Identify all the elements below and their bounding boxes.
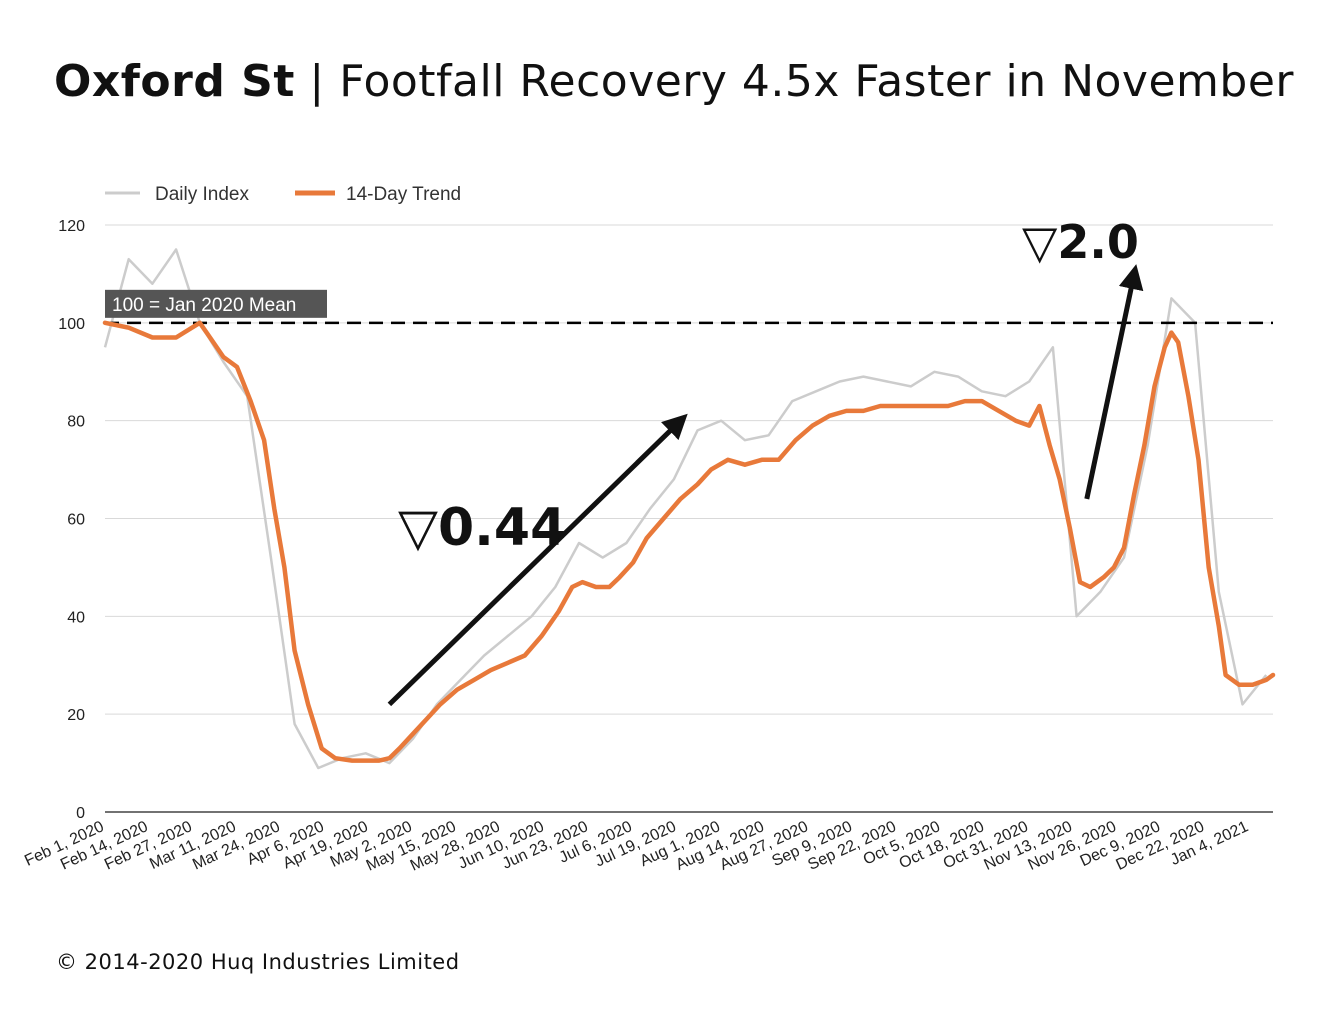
- reference-label-bg: [105, 289, 327, 318]
- legend-label-trend: 14-Day Trend: [346, 184, 461, 205]
- series-14-day-trend: [102, 320, 1276, 763]
- title-bold: Oxford St: [54, 56, 295, 107]
- reference-label: 100 = Jan 2020 Mean: [112, 295, 296, 316]
- y-tick-label: 60: [67, 512, 85, 529]
- legend-label-daily: Daily Index: [155, 184, 249, 205]
- annotation-arrow: [387, 413, 688, 707]
- y-tick-label: 40: [67, 609, 85, 626]
- y-tick-label: 0: [76, 805, 85, 822]
- title-rest: | Footfall Recovery 4.5x Faster in Novem…: [294, 56, 1294, 107]
- copyright-footer: © 2014-2020 Huq Industries Limited: [56, 950, 460, 974]
- y-tick-label: 80: [67, 414, 85, 431]
- annotation-label: ▽0.44: [398, 498, 566, 558]
- y-tick-label: 20: [67, 707, 85, 724]
- annotation-arrow: [1084, 264, 1144, 500]
- y-tick-label: 100: [58, 316, 85, 333]
- chart-title: Oxford St | Footfall Recovery 4.5x Faste…: [54, 56, 1294, 107]
- y-tick-label: 120: [58, 218, 85, 235]
- annotation-label: ▽2.0: [1022, 215, 1139, 269]
- series-daily-index: [103, 248, 1268, 770]
